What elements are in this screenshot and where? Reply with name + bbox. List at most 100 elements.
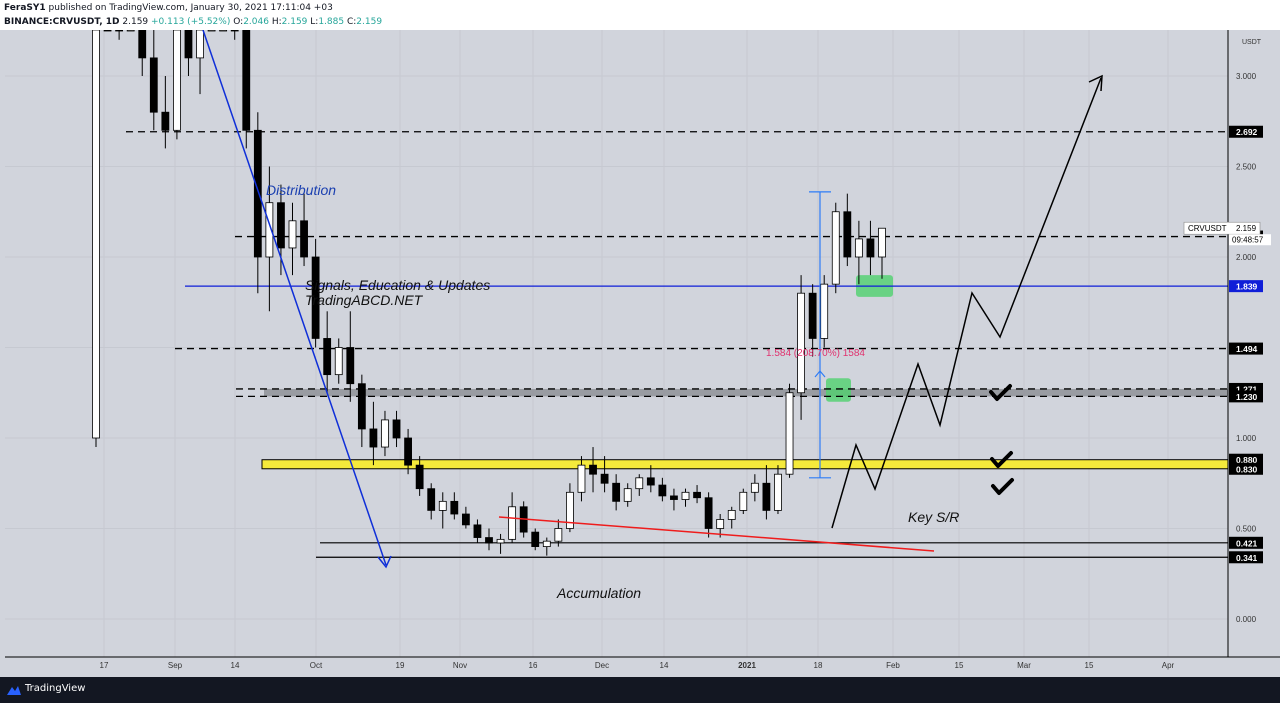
annotation-accumulation: Accumulation xyxy=(556,585,641,601)
candle-body xyxy=(854,238,863,258)
countdown-text: 09:48:57 xyxy=(1232,236,1264,245)
candle-body xyxy=(843,211,852,258)
candle-body xyxy=(323,338,332,376)
published-text: published on TradingView.com, January 30… xyxy=(48,3,333,13)
candle-body xyxy=(161,111,170,131)
price-chart[interactable]: Distribution Signals, Education & Updates… xyxy=(5,30,1280,677)
candle-body xyxy=(427,488,436,511)
candle-body xyxy=(646,477,655,486)
publish-info: FeraSY1 published on TradingView.com, Ja… xyxy=(4,3,333,13)
footer-brand[interactable]: TradingView xyxy=(25,683,86,694)
candle-body xyxy=(485,537,493,544)
low-value: 1.885 xyxy=(318,17,345,27)
candles xyxy=(92,30,886,556)
y-tick-label: 1.000 xyxy=(1236,434,1257,443)
open-label: O: xyxy=(233,17,244,27)
time-axis[interactable]: 17 Sep 14 Oct 19 Nov 16 Dec 14 2021 18 Feb 15 Mar 15 Ap… xyxy=(100,661,1175,670)
candle-body xyxy=(415,464,424,490)
candle-body xyxy=(173,30,181,131)
last-price: 2.159 xyxy=(122,17,149,27)
x-tick-label: Apr xyxy=(1162,661,1175,670)
candle-body xyxy=(288,220,297,249)
price-label-text: 1.271 xyxy=(1236,384,1258,394)
projection-arrow-head xyxy=(1088,74,1103,92)
candle-body xyxy=(716,519,725,529)
candle-body xyxy=(797,292,805,394)
candle-body xyxy=(253,129,262,258)
candle-body xyxy=(670,495,678,500)
sr-zone-grey xyxy=(264,388,1228,397)
candle-body xyxy=(115,30,124,32)
author-name[interactable]: FeraSY1 xyxy=(4,3,46,13)
y-tick-label: 2.500 xyxy=(1236,163,1257,172)
candle-body xyxy=(196,30,204,59)
candle-body xyxy=(554,528,563,542)
high-value: 2.159 xyxy=(281,17,308,27)
tradingview-logo-icon[interactable] xyxy=(6,683,22,697)
y-tick-label: 2.000 xyxy=(1236,253,1257,262)
candle-body xyxy=(531,531,540,547)
candle-body xyxy=(566,491,574,529)
price-label-box xyxy=(1229,280,1263,293)
annotation-signals: Signals, Education & Updates xyxy=(305,277,490,293)
candle-body xyxy=(866,238,875,258)
x-tick-label: 17 xyxy=(100,661,109,670)
chart-background xyxy=(5,30,1280,677)
symbol-label[interactable]: BINANCE:CRVUSDT, 1D xyxy=(4,17,120,27)
candle-body xyxy=(126,30,135,32)
candle-body xyxy=(727,509,736,520)
price-label-box xyxy=(1229,390,1263,403)
x-tick-label: Feb xyxy=(886,661,900,670)
x-tick-label: 15 xyxy=(1085,661,1094,670)
candle-body xyxy=(369,428,378,448)
price-label-text: 0.880 xyxy=(1236,455,1258,465)
x-tick-label: 14 xyxy=(660,661,669,670)
candle-body xyxy=(184,30,193,59)
current-price-tag xyxy=(1183,221,1261,235)
x-tick-label: Mar xyxy=(1017,661,1031,670)
distribution-arrow-head xyxy=(377,555,392,569)
ohlc-legend: BINANCE:CRVUSDT, 1D 2.159 +0.113 (+5.52%… xyxy=(4,17,382,27)
candle-body xyxy=(600,473,609,484)
footer: TradingView xyxy=(0,677,1280,703)
x-tick-label: 14 xyxy=(231,661,240,670)
y-tick-label: 0.500 xyxy=(1236,525,1257,534)
checkmark-icon xyxy=(991,478,1014,495)
countdown-box xyxy=(1229,234,1271,246)
levels xyxy=(126,131,1228,558)
candle-body xyxy=(92,30,100,439)
candle-body xyxy=(762,482,771,511)
candle-body xyxy=(739,491,748,511)
candle-body xyxy=(357,383,366,430)
candle-body xyxy=(404,437,412,466)
candle-body xyxy=(265,202,274,258)
price-labels: 5.3483.5802.6922.1131.8391.4941.2711.230… xyxy=(1183,125,1271,564)
candle-body xyxy=(577,464,586,493)
price-label-text: 1.494 xyxy=(1236,344,1258,354)
candle-body xyxy=(277,202,285,249)
checkmark-icon xyxy=(990,451,1013,468)
y-tick-label: 0.000 xyxy=(1236,615,1257,624)
candle-body xyxy=(704,497,713,529)
candle-body xyxy=(242,30,251,131)
annotation-key-sr: Key S/R xyxy=(908,509,959,525)
distribution-arrow xyxy=(202,30,387,566)
candle-body xyxy=(508,506,517,540)
open-value: 2.046 xyxy=(243,17,269,27)
y-tick-label: 3.000 xyxy=(1236,72,1257,81)
x-tick-label: Nov xyxy=(453,661,467,670)
candle-body xyxy=(774,473,782,511)
chart-header: FeraSY1 published on TradingView.com, Ja… xyxy=(0,0,1280,30)
green-zone-1 xyxy=(826,378,851,402)
price-label-text: 0.421 xyxy=(1236,538,1258,548)
candle-body xyxy=(311,256,320,339)
price-label-box xyxy=(1229,551,1263,564)
price-label-text: 0.830 xyxy=(1236,464,1258,474)
candle-body xyxy=(300,220,308,258)
current-price-symbol: CRVUSDT xyxy=(1188,224,1227,233)
candle-body xyxy=(820,283,829,339)
x-tick-label: Dec xyxy=(595,661,609,670)
price-label-text: 1.839 xyxy=(1236,282,1258,292)
x-tick-label: 15 xyxy=(955,661,964,670)
candle-body xyxy=(878,227,886,258)
